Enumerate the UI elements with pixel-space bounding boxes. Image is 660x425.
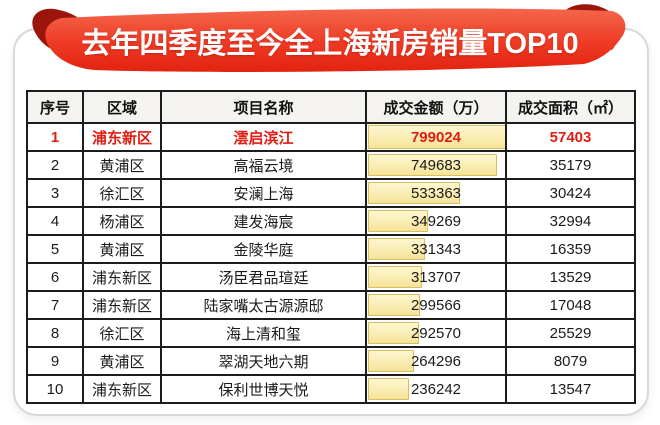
project-name-cell: 澐启滨江 [160,122,367,152]
amount-cell: 749683 [365,150,507,180]
area-cell: 30424 [505,178,636,208]
rank-cell: 10 [26,374,84,404]
amount-databar [368,154,498,176]
amount-value: 264296 [410,352,462,370]
column-header-2: 项目名称 [160,90,367,124]
rank-cell: 8 [26,318,84,348]
area-cell: 25529 [505,318,636,348]
district-cell: 浦东新区 [82,374,162,404]
project-name-cell: 陆家嘴太古源源邸 [160,290,367,320]
area-cell: 32994 [505,206,636,236]
page-title: 去年四季度至今全上海新房销量TOP10 [81,28,579,60]
amount-cell: 533363 [365,178,507,208]
project-name-cell: 建发海宸 [160,206,367,236]
project-name-cell: 海上清和玺 [160,318,367,348]
amount-value: 331343 [410,240,462,258]
rank-cell: 1 [26,122,84,152]
district-cell: 黄浦区 [82,150,162,180]
amount-value: 799024 [410,128,462,146]
project-name-cell: 安澜上海 [160,178,367,208]
ribbon-band [45,8,626,73]
column-header-0: 序号 [26,90,84,124]
area-cell: 35179 [505,150,636,180]
amount-databar [368,266,423,288]
amount-databar [368,182,461,204]
amount-databar [368,238,426,260]
amount-cell: 292570 [365,318,507,348]
table-body: 1 浦东新区 澐启滨江 799024 57403 2 黄浦区 高福云境 749683 35179 3… [26,122,636,404]
amount-databar [368,125,504,149]
area-cell: 16359 [505,234,636,264]
table-row: 6 浦东新区 汤臣君品瑄廷 313707 13529 [26,262,636,292]
amount-value: 313707 [410,268,462,286]
table-row: 9 黄浦区 翠湖天地六期 264296 8079 [26,346,636,376]
rank-cell: 9 [26,346,84,376]
amount-cell: 264296 [365,346,507,376]
rank-cell: 3 [26,178,84,208]
ribbon-shape-svg [32,4,626,73]
column-header-4: 成交面积（㎡） [505,90,636,124]
area-cell: 8079 [505,346,636,376]
rank-cell: 2 [26,150,84,180]
project-name-cell: 保利世博天悦 [160,374,367,404]
district-cell: 黄浦区 [82,234,162,264]
amount-value: 236242 [410,380,462,398]
area-cell: 13529 [505,262,636,292]
district-cell: 徐汇区 [82,318,162,348]
project-name-cell: 高福云境 [160,150,367,180]
table-row: 10 浦东新区 保利世博天悦 236242 13547 [26,374,636,404]
sales-table: 序号 区域 项目名称 成交金额（万） 成交面积（㎡） 1 浦东新区 澐启滨江 799024 57… [26,90,636,404]
amount-value: 533363 [410,184,462,202]
amount-cell: 799024 [365,122,507,152]
rank-cell: 6 [26,262,84,292]
district-cell: 浦东新区 [82,122,162,152]
district-cell: 浦东新区 [82,262,162,292]
table-header-row: 序号 区域 项目名称 成交金额（万） 成交面积（㎡） [26,90,636,124]
project-name-cell: 金陵华庭 [160,234,367,264]
table-row: 8 徐汇区 海上清和玺 292570 25529 [26,318,636,348]
area-cell: 13547 [505,374,636,404]
district-cell: 浦东新区 [82,290,162,320]
amount-databar [368,350,414,372]
amount-cell: 299566 [365,290,507,320]
project-name-cell: 汤臣君品瑄廷 [160,262,367,292]
amount-value: 292570 [410,324,462,342]
table-row: 2 黄浦区 高福云境 749683 35179 [26,150,636,180]
amount-cell: 313707 [365,262,507,292]
table-row: 1 浦东新区 澐启滨江 799024 57403 [26,122,636,152]
amount-cell: 331343 [365,234,507,264]
rank-cell: 4 [26,206,84,236]
column-header-3: 成交金额（万） [365,90,507,124]
amount-databar [368,322,419,344]
table-row: 4 杨浦区 建发海宸 349269 32994 [26,206,636,236]
amount-value: 299566 [410,296,462,314]
amount-databar [368,294,420,316]
amount-cell: 236242 [365,374,507,404]
column-header-1: 区域 [82,90,162,124]
rank-cell: 7 [26,290,84,320]
table-row: 7 浦东新区 陆家嘴太古源源邸 299566 17048 [26,290,636,320]
table-row: 5 黄浦区 金陵华庭 331343 16359 [26,234,636,264]
area-cell: 57403 [505,122,636,152]
district-cell: 杨浦区 [82,206,162,236]
amount-databar [368,210,429,232]
rank-cell: 5 [26,234,84,264]
amount-databar [368,378,409,400]
area-cell: 17048 [505,290,636,320]
title-ribbon: 去年四季度至今全上海新房销量TOP10 [28,2,632,80]
district-cell: 黄浦区 [82,346,162,376]
district-cell: 徐汇区 [82,178,162,208]
amount-cell: 349269 [365,206,507,236]
amount-value: 749683 [410,156,462,174]
amount-value: 349269 [410,212,462,230]
table-row: 3 徐汇区 安澜上海 533363 30424 [26,178,636,208]
project-name-cell: 翠湖天地六期 [160,346,367,376]
